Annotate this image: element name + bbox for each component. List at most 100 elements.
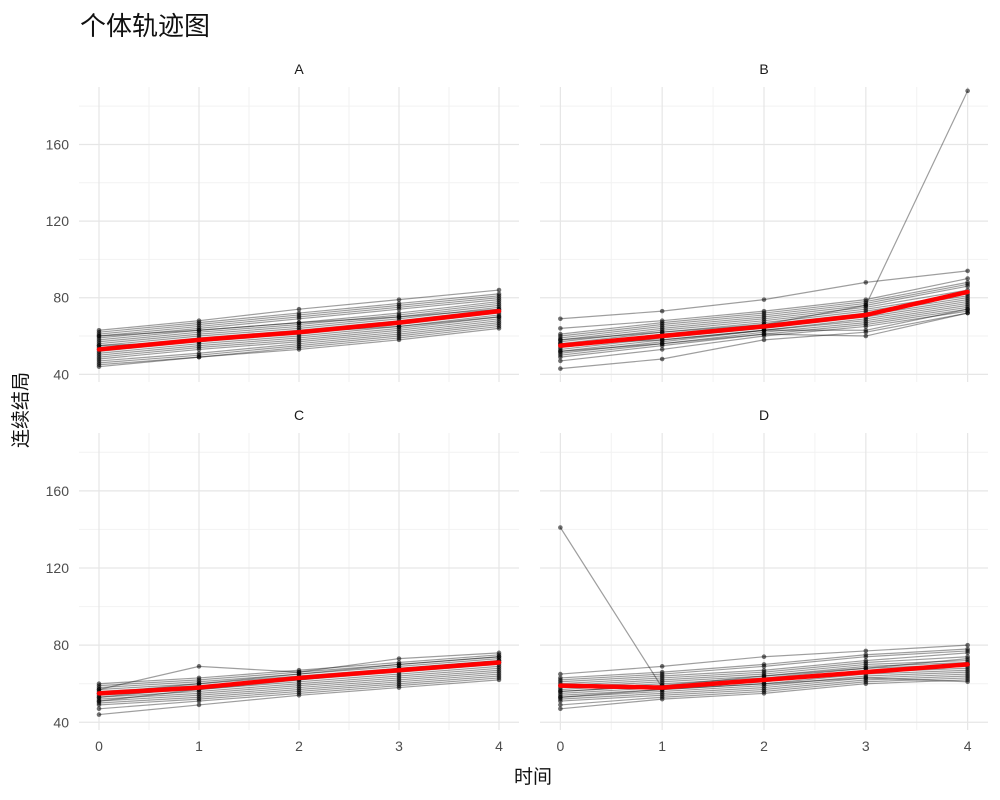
panel-c-trajectory-point — [496, 650, 502, 656]
panel-b-trajectory-point — [659, 318, 665, 324]
x-tick-label: 1 — [195, 738, 203, 754]
panel-c-strip-label: C — [294, 407, 304, 423]
panel-d-trajectory-point — [965, 656, 970, 661]
panel-a-strip-label: A — [294, 61, 304, 77]
panel-b-trajectory-point — [659, 356, 665, 362]
panel-b-trajectory-point — [761, 297, 767, 302]
panel-d-trajectory-point — [761, 667, 767, 673]
panel-b-trajectory-point — [659, 329, 665, 335]
panels-layer: A 40 80 120 160 B C 40 80 120 160 0 1 2 3 4 D 0 1 2 3 4 — [46, 61, 988, 754]
panel-d-trajectory-point — [965, 646, 970, 652]
panel-a-trajectory-point — [496, 287, 502, 293]
panel-c-trajectory-point — [196, 681, 202, 687]
panel-c-trajectory-point — [196, 702, 202, 708]
panel-b-trajectory-point — [761, 308, 767, 314]
panel-b-trajectory-point — [965, 280, 970, 285]
panel-d-trajectory-point — [863, 675, 869, 681]
panel-d-strip-label: D — [759, 407, 769, 423]
panel-a-trajectory-point — [396, 297, 402, 302]
y-tick-label: 40 — [53, 366, 69, 382]
x-axis-title: 时间 — [514, 766, 552, 788]
panel-b-trajectory-point — [965, 306, 970, 312]
panel-c-trajectory-point — [396, 656, 402, 661]
panel-b-trajectory-point — [965, 88, 970, 94]
panel-d-trajectory-point — [761, 673, 767, 679]
x-tick-label: 3 — [395, 738, 403, 754]
y-tick-label: 120 — [46, 213, 70, 229]
x-tick-label: 2 — [760, 738, 768, 754]
panel-c-trajectory-point — [396, 662, 402, 667]
panel-d-trajectory-point — [558, 706, 563, 712]
panel-a-trajectory-point — [496, 322, 502, 327]
panel-b-trajectory-point — [761, 331, 767, 337]
panel-a-trajectory-point — [396, 310, 402, 316]
y-tick-label: 160 — [46, 483, 70, 499]
panel-b-trajectory-point — [863, 297, 869, 302]
panel-d-trajectory-point — [558, 525, 563, 530]
x-tick-label: 0 — [95, 738, 103, 754]
panel-b-trajectory-point — [761, 327, 767, 333]
panel-b-trajectory-point — [965, 310, 970, 316]
x-tick-label: 4 — [495, 738, 503, 754]
panel-d-trajectory-point — [863, 652, 869, 658]
panel-c-trajectory-point — [96, 681, 102, 687]
panel-c-trajectory-point — [296, 671, 302, 677]
panel-b-trajectory-point — [558, 366, 563, 371]
panel-d-trajectory-point — [965, 642, 970, 648]
panel-d-trajectory-point — [761, 662, 767, 667]
panel-b-trajectory-point — [558, 316, 563, 322]
panel-a-trajectory-point — [196, 327, 202, 333]
panel-c-trajectory-point — [496, 654, 502, 660]
panel-b-trajectory-point — [558, 349, 563, 354]
y-axis-title: 连续结局 — [10, 372, 32, 448]
panel-d-trajectory-point — [558, 675, 563, 681]
panel-b-trajectory-point — [659, 347, 665, 352]
panel-b-trajectory-point — [558, 337, 563, 343]
panel-a-trajectory-point — [496, 314, 502, 320]
y-tick-label: 80 — [53, 637, 69, 653]
panel-b-trajectory-point — [863, 303, 869, 308]
x-tick-label: 4 — [964, 738, 972, 754]
panel-b-trajectory-point — [965, 276, 970, 281]
panel-d-trajectory-point — [558, 689, 563, 694]
panel-b-trajectory-point — [863, 327, 869, 333]
panel-a-trajectory-point — [296, 306, 302, 312]
panel-a-trajectory-point — [96, 343, 102, 348]
panel-d-trajectory-point — [863, 658, 869, 663]
panel-a-trajectory-point — [496, 291, 502, 297]
panel-c-trajectory-point — [96, 706, 102, 712]
panel-b-trajectory-point — [863, 333, 869, 339]
panel-d-trajectory-point — [761, 681, 767, 687]
y-tick-label: 40 — [53, 714, 69, 730]
panel-b-trajectory-point — [965, 268, 970, 274]
panel-d-trajectory-point — [558, 702, 563, 708]
panel-a-trajectory-point — [396, 301, 402, 306]
y-tick-label: 80 — [53, 290, 69, 306]
panel-a-trajectory-point — [96, 327, 102, 333]
panel-c-trajectory-point — [96, 694, 102, 700]
panel-c-mean-line — [96, 660, 502, 696]
panel-b: B — [540, 61, 988, 382]
panel-b-trajectory-point — [659, 337, 665, 343]
panel-a-trajectory-point — [396, 324, 402, 329]
panel-c-trajectory-point — [96, 698, 102, 704]
x-tick-label: 1 — [658, 738, 666, 754]
panel-d-trajectory-point — [863, 665, 869, 671]
panel-c: C 40 80 120 160 0 1 2 3 4 — [46, 407, 519, 754]
panel-a-trajectory-point — [196, 352, 202, 358]
panel-d-trajectory-point — [558, 671, 563, 677]
panel-b-trajectory-point — [558, 326, 563, 331]
panel-a-trajectory-point — [96, 333, 102, 339]
x-tick-label: 0 — [556, 738, 564, 754]
panel-b-trajectory-point — [761, 337, 767, 343]
panel-d-trajectory-point — [863, 648, 869, 654]
x-tick-label: 2 — [295, 738, 303, 754]
y-tick-label: 160 — [46, 136, 70, 152]
panel-a-mean-line — [96, 308, 502, 352]
panel-c-trajectory-point — [196, 664, 202, 669]
panel-d-mean-line — [558, 662, 970, 690]
y-tick-label: 120 — [46, 560, 70, 576]
panel-c-trajectory-point — [96, 712, 102, 717]
panel-a-trajectory-point — [296, 343, 302, 348]
